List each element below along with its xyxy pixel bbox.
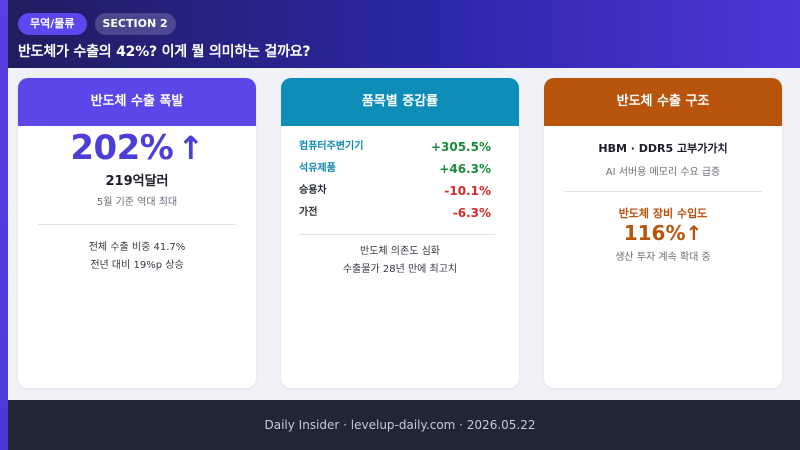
import-value: 116%↑ (623, 221, 703, 245)
item-value: +46.3% (439, 162, 491, 176)
list-item: 승용차 -10.1% (299, 180, 491, 202)
card-title: 반도체 수출 폭발 (18, 78, 256, 126)
section-badge: SECTION 2 (94, 13, 176, 35)
item-list: 컴퓨터주변기기 +305.5% 석유제품 +46.3% 승용차 -10.1% 가… (281, 126, 519, 224)
item-value: -6.3% (452, 206, 491, 220)
category-badge: 무역/물류 (18, 13, 87, 35)
card-item-change: 품목별 증감률 컴퓨터주변기기 +305.5% 석유제품 +46.3% 승용차 … (281, 78, 519, 388)
note-block: 반도체 의존도 심화 수출물가 28년 만에 최고치 (281, 243, 519, 279)
page-title: 반도체가 수출의 42%? 이게 뭘 의미하는 걸까요? (18, 44, 311, 60)
list-item: 컴퓨터주변기기 +305.5% (299, 136, 491, 158)
export-amount: 219억달러 (105, 174, 169, 189)
note-line: 수출물가 28년 만에 최고치 (342, 264, 458, 275)
list-item: 석유제품 +46.3% (299, 158, 491, 180)
note-block: 전체 수출 비중 41.7% 전년 대비 19%p 상승 (18, 239, 256, 275)
arrow-up-icon: ↑ (177, 129, 204, 167)
note-line: 전체 수출 비중 41.7% (88, 242, 186, 253)
footer: Daily Insider · levelup-daily.com · 2026… (0, 400, 800, 450)
card-title: 반도체 수출 구조 (544, 78, 782, 126)
import-caption: 생산 투자 계속 확대 중 (615, 252, 711, 263)
structure-caption: AI 서버용 메모리 수요 급증 (605, 167, 721, 178)
item-name: 컴퓨터주변기기 (299, 141, 364, 152)
import-label: 반도체 장비 수입도 (618, 207, 708, 220)
card-export-structure: 반도체 수출 구조 HBM · DDR5 고부가가치 AI 서버용 메모리 수요… (544, 78, 782, 388)
item-value: -10.1% (444, 184, 491, 198)
note-line: 전년 대비 19%p 상승 (90, 260, 184, 271)
divider (564, 191, 762, 192)
badge-group: 무역/물류 SECTION 2 (18, 13, 176, 35)
divider (299, 234, 495, 235)
growth-value: 202% (70, 128, 174, 168)
divider (38, 224, 236, 225)
note-line: 반도체 의존도 심화 (360, 246, 440, 257)
left-accent-bar (0, 0, 8, 450)
structure-headline: HBM · DDR5 고부가가치 (598, 142, 728, 155)
header-banner: 무역/물류 SECTION 2 반도체가 수출의 42%? 이게 뭘 의미하는 … (0, 0, 800, 68)
amount-caption: 5월 기준 역대 최대 (96, 197, 178, 208)
item-name: 가전 (299, 207, 318, 218)
list-item: 가전 -6.3% (299, 202, 491, 224)
card-title: 품목별 증감률 (281, 78, 519, 126)
item-name: 승용차 (299, 185, 327, 196)
footer-credit: Daily Insider · levelup-daily.com · 2026… (264, 418, 536, 432)
growth-stat: 202% ↑ (18, 128, 256, 168)
card-export-boom: 반도체 수출 폭발 202% ↑ 219억달러 5월 기준 역대 최대 전체 수출… (18, 78, 256, 388)
item-name: 석유제품 (299, 163, 336, 174)
item-value: +305.5% (430, 140, 491, 154)
